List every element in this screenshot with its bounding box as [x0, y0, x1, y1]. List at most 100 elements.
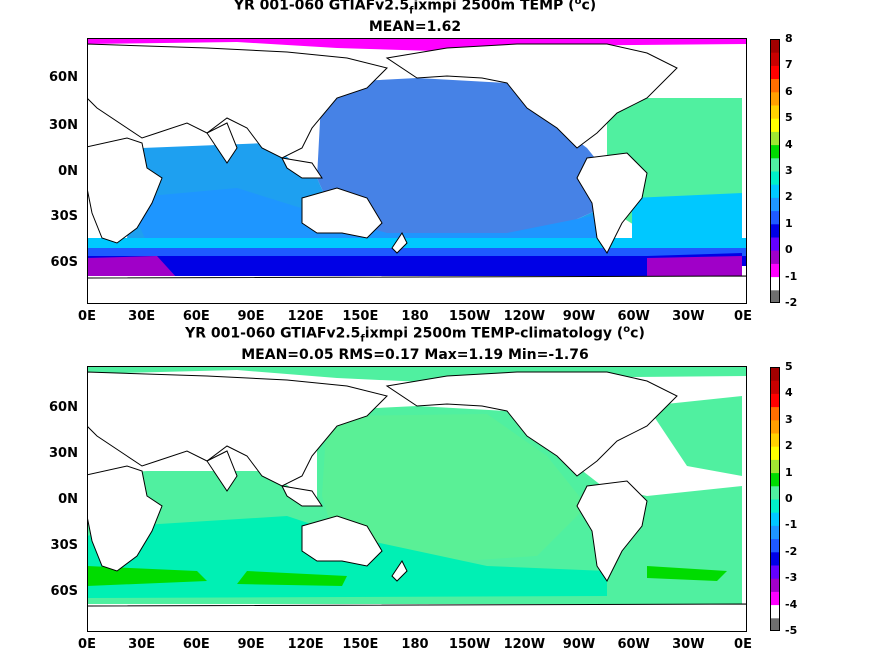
- panel2-colorbar-tick: 4: [785, 386, 793, 400]
- panel2-colorbar-tick: 2: [785, 439, 793, 453]
- panel1-colorbar-tick: 6: [785, 84, 793, 98]
- panel2-lon-label: 0E: [78, 637, 96, 652]
- panel2-title: YR 001-060 GTIAFv2.5fixmpi 2500m TEMP-cl…: [185, 324, 645, 345]
- panel2-lat-30N: 30N: [49, 446, 78, 461]
- panel2-colorbar-swatch: [770, 419, 780, 434]
- panel1-colorbar-swatch: [770, 197, 780, 212]
- panel2-colorbar-tick: -4: [785, 597, 798, 611]
- panel1-colorbar-tick: 2: [785, 190, 793, 204]
- panel1-colorbar-swatch: [770, 39, 780, 53]
- panel1-title: YR 001-060 GTIAFv2.5fixmpi 2500m TEMP (o…: [233, 0, 597, 17]
- panel2-lat-0N: 0N: [58, 492, 78, 507]
- panel1-lon-label: 150E: [342, 309, 379, 324]
- panel2-colorbar-swatch: [770, 538, 780, 553]
- panel1-colorbar-swatch: [770, 144, 780, 159]
- panel1-colorbar-swatch: [770, 65, 780, 80]
- panel2-colorbar-swatch: [770, 499, 780, 513]
- panel2-colorbar-tick: 3: [785, 412, 793, 426]
- panel1-lat-0N: 0N: [58, 164, 78, 179]
- panel2-lon-label: 120E: [287, 637, 324, 652]
- panel2-colorbar-tick: -5: [785, 624, 798, 637]
- panel1-lat-30N: 30N: [49, 118, 78, 133]
- panel2-colorbar-tick: -1: [785, 518, 798, 532]
- panel1-colorbar-swatch: [770, 131, 780, 146]
- panel1-colorbar-swatch: [770, 223, 780, 238]
- panel2-colorbar-swatch: [770, 525, 780, 540]
- panel2-lon-label: 0E: [734, 637, 752, 652]
- panel1-colorbar-tick: 0: [785, 243, 793, 257]
- panel2-colorbar: [770, 367, 780, 631]
- panel2-colorbar-swatch: [770, 578, 780, 592]
- panel1-lon-label: 180: [401, 309, 429, 324]
- panel2-colorbar-swatch: [770, 512, 780, 526]
- panel2-colorbar-swatch: [770, 604, 780, 619]
- panel1-colorbar-tick: 5: [785, 111, 793, 125]
- panel2-map: [87, 366, 747, 632]
- panel1-lat-30S: 30S: [50, 209, 78, 224]
- panel1-lon-label: 60E: [182, 309, 210, 324]
- panel1-colorbar-swatch: [770, 157, 780, 172]
- panel1-colorbar: [770, 39, 780, 303]
- panel2-lon-label: 30W: [672, 637, 705, 652]
- panel1-colorbar-swatch: [770, 118, 780, 132]
- panel1-lon-label: 30E: [128, 309, 156, 324]
- panel1-lat-60N: 60N: [49, 70, 78, 85]
- panel2-lon-label: 60W: [617, 637, 650, 652]
- panel2-colorbar-tick: -2: [785, 544, 798, 558]
- panel2-colorbar-swatch: [770, 591, 780, 606]
- panel2-lon-label: 90E: [237, 637, 265, 652]
- panel2-colorbar-swatch: [770, 380, 780, 394]
- panel1-colorbar-tick: 8: [785, 32, 793, 45]
- panel2-colorbar-swatch: [770, 472, 780, 487]
- panel2-lon-label: 150W: [448, 637, 491, 652]
- panel2-colorbar-swatch: [770, 446, 780, 460]
- panel1-colorbar-swatch: [770, 250, 780, 264]
- panel1-colorbar-swatch: [770, 237, 780, 251]
- panel1-lon-label: 60W: [617, 309, 650, 324]
- panel1-colorbar-swatch: [770, 263, 780, 278]
- panel2-colorbar-tick: 1: [785, 465, 793, 479]
- panel1-lon-label: 120W: [503, 309, 546, 324]
- panel2-colorbar-swatch: [770, 485, 780, 500]
- panel1-colorbar-tick: 4: [785, 137, 793, 151]
- panel1-colorbar-swatch: [770, 105, 780, 119]
- panel2-colorbar-swatch: [770, 551, 780, 566]
- panel1-lon-label: 30W: [672, 309, 705, 324]
- panel1-colorbar-tick: -1: [785, 269, 798, 283]
- panel2-lon-label: 120W: [503, 637, 546, 652]
- panel2-lon-label: 30E: [128, 637, 156, 652]
- panel2-lon-label: 60E: [182, 637, 210, 652]
- panel2-colorbar-swatch: [770, 406, 780, 421]
- panel1-colorbar-tick: -2: [785, 296, 798, 309]
- panel1-colorbar-swatch: [770, 289, 780, 303]
- panel2-lon-label: 90W: [562, 637, 596, 652]
- panel2-colorbar-swatch: [770, 459, 780, 474]
- panel1-colorbar-swatch: [770, 52, 780, 66]
- panel2-lat-30S: 30S: [50, 538, 78, 553]
- panel2-colorbar-tick: 0: [785, 492, 793, 505]
- panel1-lon-label: 0E: [734, 309, 752, 324]
- panel1-lon-label: 0E: [78, 309, 96, 324]
- panel1-lon-label: 150W: [448, 309, 491, 324]
- panel1-lat-60S: 60S: [50, 255, 78, 270]
- panel2-colorbar-swatch: [770, 565, 780, 579]
- panel2-colorbar-swatch: [770, 433, 780, 447]
- panel1-colorbar-swatch: [770, 91, 780, 106]
- panel1-colorbar-tick: 3: [785, 164, 793, 177]
- panel1-colorbar-swatch: [770, 184, 780, 198]
- panel2-lon-label: 180: [401, 637, 429, 652]
- panel1-subtitle: MEAN=1.62: [368, 19, 462, 35]
- panel2-colorbar-swatch: [770, 617, 780, 631]
- panel1-lon-label: 120E: [287, 309, 324, 324]
- panel2-lat-60N: 60N: [49, 400, 78, 415]
- panel1-colorbar-swatch: [770, 276, 780, 291]
- panel2-lon-label: 150E: [342, 637, 379, 652]
- panel1-colorbar-swatch: [770, 171, 780, 185]
- panel1-colorbar-swatch: [770, 210, 780, 225]
- panel2-colorbar-tick: -3: [785, 571, 798, 585]
- panel2-subtitle: MEAN=0.05 RMS=0.17 Max=1.19 Min=-1.76: [241, 347, 589, 363]
- panel1-lon-label: 90W: [562, 309, 596, 324]
- panel2-colorbar-swatch: [770, 367, 780, 381]
- panel1-colorbar-tick: 7: [785, 58, 793, 72]
- panel2-lat-60S: 60S: [50, 584, 78, 599]
